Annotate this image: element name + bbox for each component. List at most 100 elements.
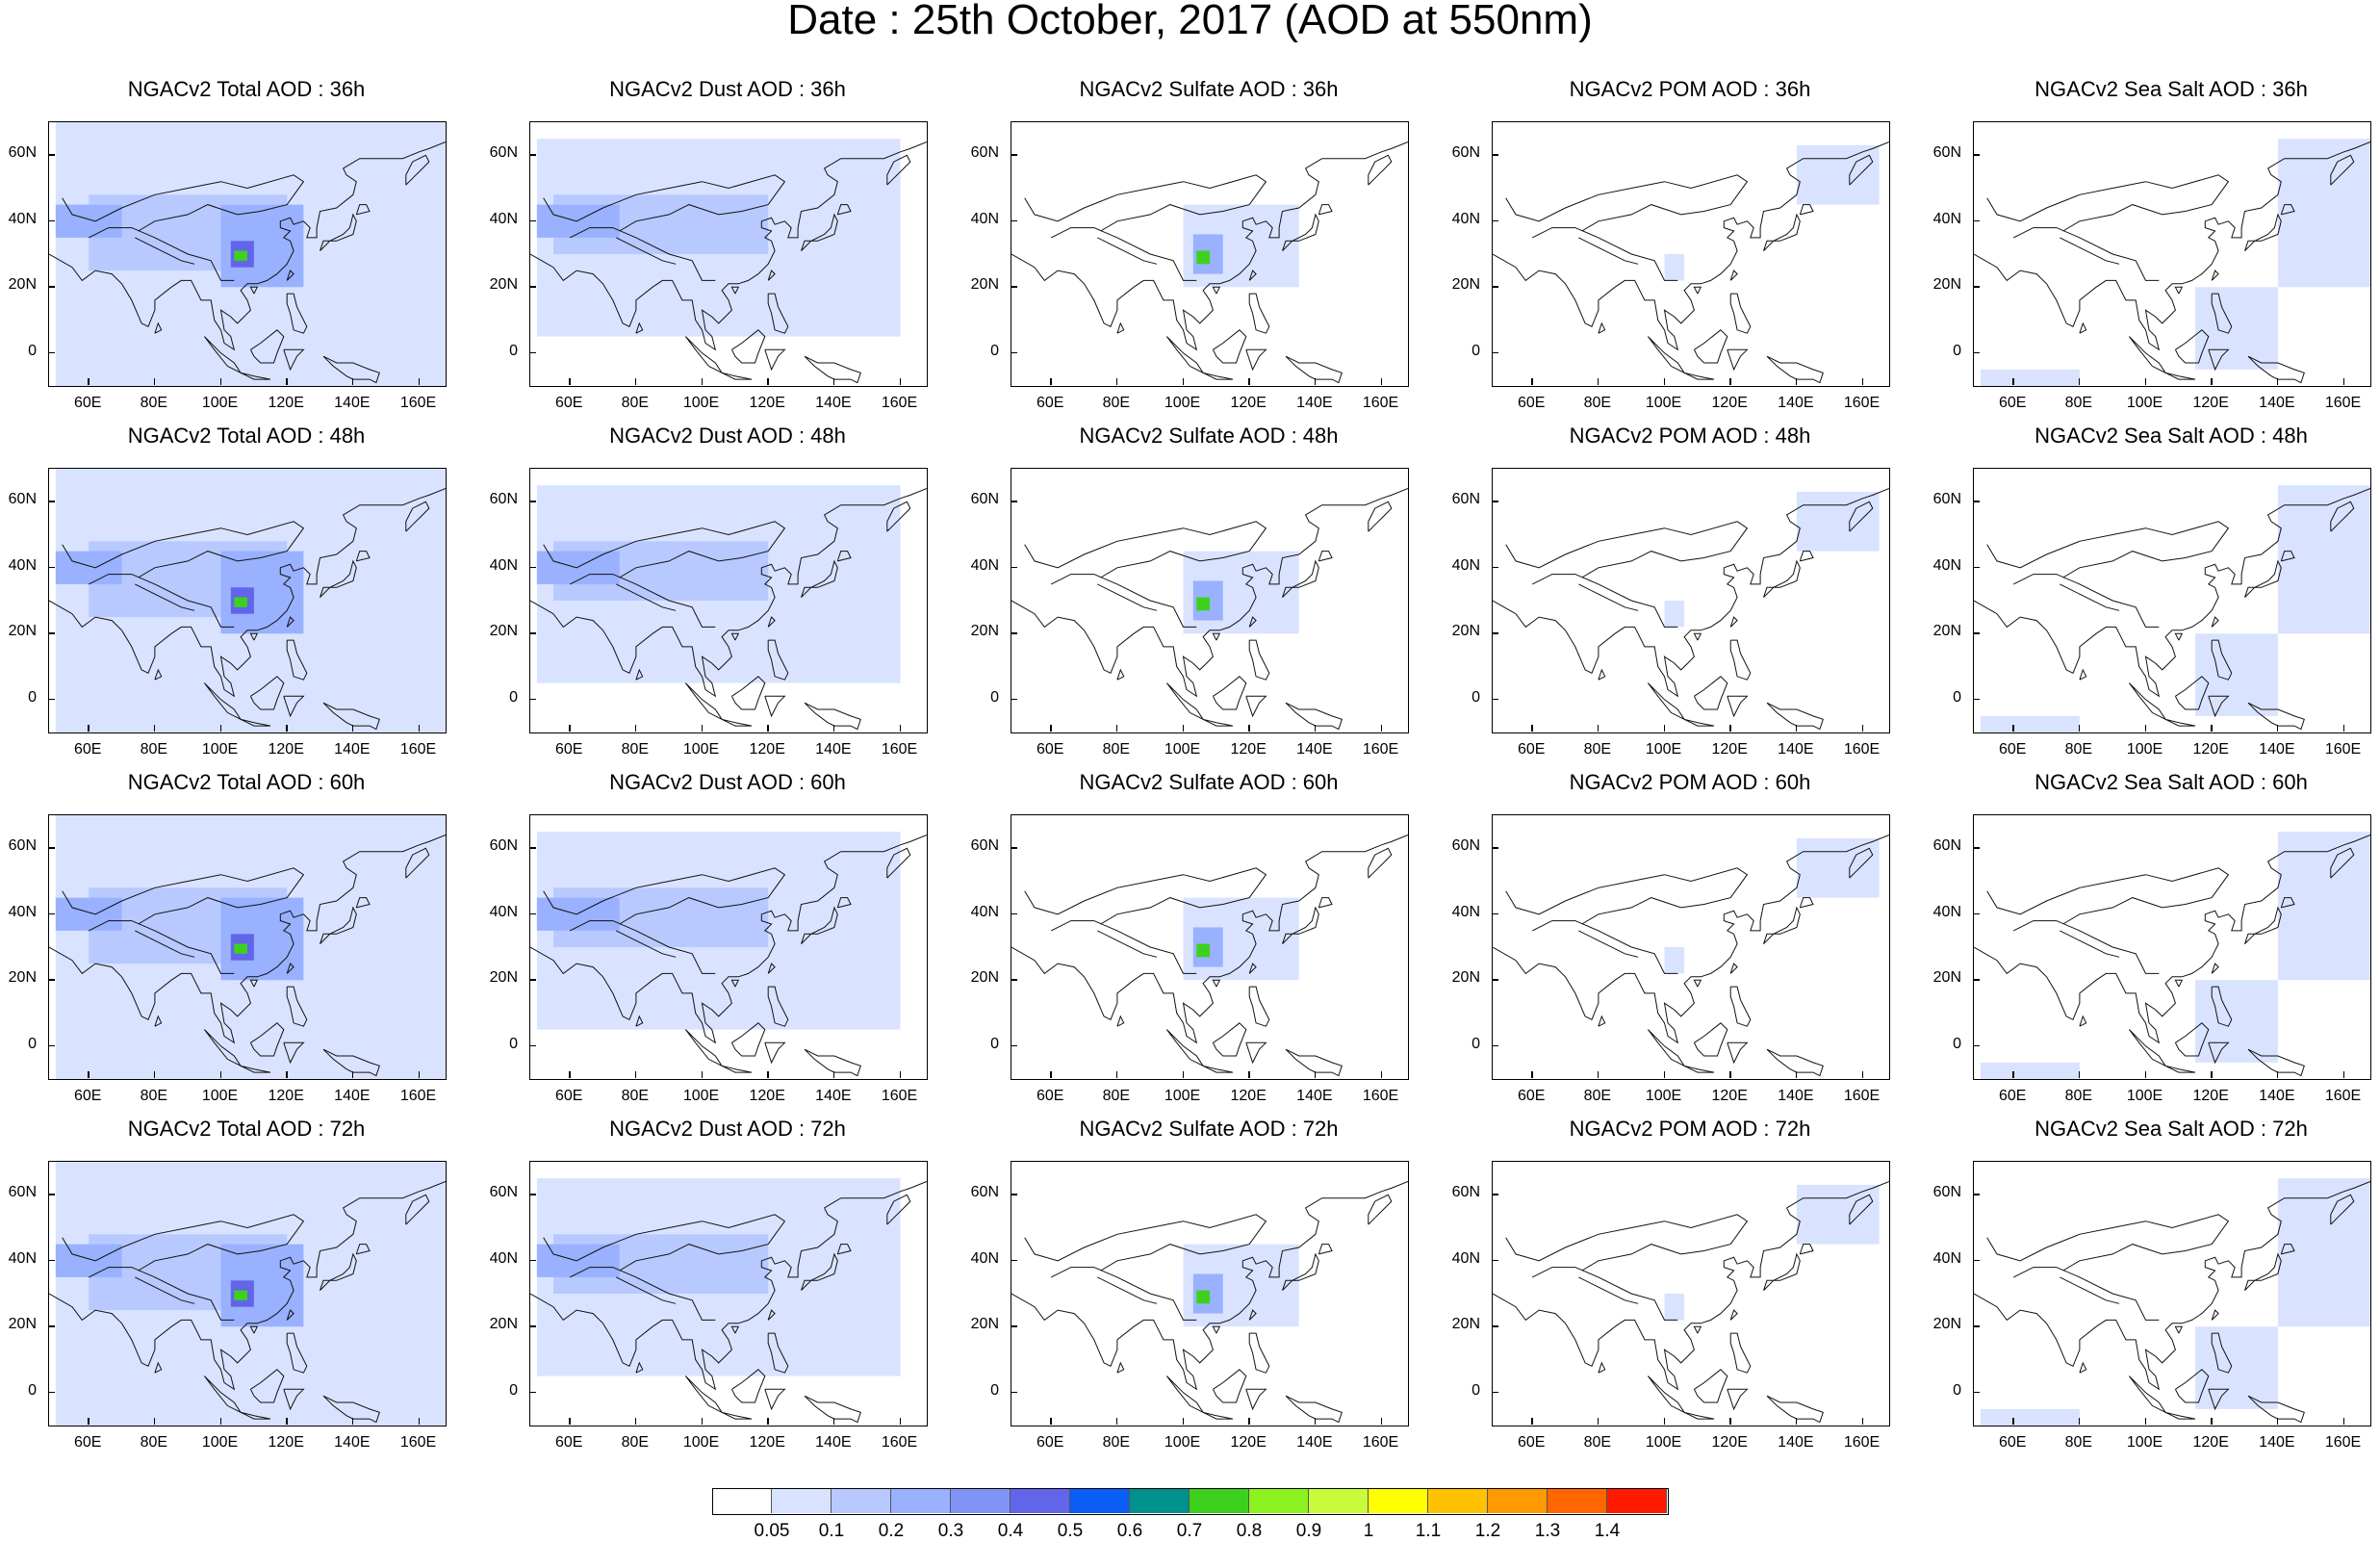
x-tick-mark [286, 1418, 288, 1425]
y-tick-label: 0 [28, 342, 37, 359]
y-tick-label: 20N [8, 969, 37, 987]
x-tick-mark [1050, 725, 1052, 732]
coastline [886, 154, 911, 186]
coastline [1799, 551, 1814, 562]
x-tick-mark [1050, 1418, 1052, 1425]
y-tick-mark [529, 154, 536, 156]
aod-field-cell [234, 597, 247, 607]
panel-title: NGACv2 POM AOD : 72h [1569, 1117, 1811, 1141]
coastline [616, 930, 677, 958]
x-tick-label: 80E [621, 395, 650, 411]
map-svg [1974, 485, 2370, 732]
x-tick-mark [2012, 378, 2014, 385]
coastline [1011, 141, 1408, 351]
colorbar-swatch [951, 1488, 1011, 1513]
x-tick-label: 60E [554, 395, 583, 411]
x-tick-label: 140E [1296, 741, 1333, 758]
y-tick-mark [48, 1325, 55, 1327]
coastline [616, 1276, 677, 1304]
x-tick-label: 160E [881, 1088, 918, 1104]
y-tick-mark [1973, 979, 1980, 981]
panel-title: NGACv2 Sea Salt AOD : 72h [2035, 1117, 2308, 1141]
coastline [1727, 1041, 1749, 1065]
coastline [1763, 559, 1801, 598]
coastline [1097, 583, 1158, 611]
y-tick-mark [48, 632, 55, 634]
coastline [730, 676, 766, 710]
x-tick-mark [153, 378, 156, 385]
coastline [1368, 501, 1393, 532]
coastline [283, 695, 305, 718]
x-tick-mark [1597, 725, 1599, 732]
x-tick-mark [219, 1071, 222, 1078]
coastline [804, 1395, 861, 1424]
y-tick-label: 40N [489, 1249, 518, 1267]
panel-title: NGACv2 Sulfate AOD : 48h [1079, 424, 1339, 448]
aod-field-cell [536, 897, 620, 931]
x-tick-mark [2078, 378, 2081, 385]
colorbar-swatch [832, 1488, 891, 1513]
y-tick-label: 0 [1953, 1381, 1961, 1399]
map-plot-area [48, 121, 447, 387]
coastline [764, 1041, 786, 1065]
coastline [1598, 1015, 1606, 1027]
y-tick-mark [1011, 912, 1017, 915]
coastline [2129, 682, 2167, 721]
y-tick-label: 0 [28, 1381, 37, 1399]
coastline [1248, 1332, 1270, 1374]
x-tick-label: 80E [140, 741, 168, 758]
coastline [801, 906, 838, 944]
y-tick-mark [1492, 1325, 1498, 1327]
map-plot-area [1973, 814, 2371, 1080]
coastline [322, 1395, 380, 1424]
coastline [721, 1411, 753, 1420]
colorbar-label: 1.4 [1594, 1521, 1621, 1541]
coastline [767, 270, 776, 281]
map-plot-area [48, 814, 447, 1080]
coastline [1766, 1048, 1824, 1077]
colorbar-label: 0.4 [997, 1521, 1024, 1541]
map-svg [1974, 1178, 2370, 1426]
coastline [2129, 1375, 2167, 1414]
y-tick-label: 40N [1932, 210, 1961, 227]
x-tick-mark [1314, 378, 1317, 385]
x-tick-mark [2342, 378, 2345, 385]
coastline [1648, 1029, 1686, 1067]
x-tick-label: 120E [749, 1088, 785, 1104]
y-tick-label: 0 [1472, 1035, 1480, 1052]
coastline [1693, 979, 1702, 988]
x-tick-mark [2276, 1071, 2279, 1078]
coastline [1248, 270, 1257, 281]
coastline [1166, 682, 1205, 721]
coastline [635, 1361, 644, 1374]
x-tick-mark [569, 1418, 571, 1425]
y-tick-mark [1492, 566, 1498, 569]
coastline [2174, 676, 2210, 710]
x-tick-mark [2211, 1418, 2213, 1425]
x-tick-label: 140E [334, 1088, 371, 1104]
map-plot-area [48, 1161, 447, 1426]
map-panel-dust-row2: NGACv2 Dust AOD : 48h 0 20N 40N 60N 60E 80E 100… [490, 424, 928, 758]
coastline [2079, 668, 2087, 681]
coastline [1727, 348, 1749, 372]
coastline [1693, 329, 1728, 364]
coastline [249, 1022, 285, 1057]
colorbar-swatch [1130, 1488, 1190, 1513]
x-tick-label: 160E [1843, 395, 1881, 411]
y-tick-mark [1492, 698, 1498, 701]
coastline [135, 930, 195, 958]
map-plot-area [529, 814, 928, 1080]
y-tick-mark [1492, 351, 1498, 354]
y-tick-mark [1492, 632, 1498, 634]
coastline [1648, 1375, 1686, 1414]
coastline [1282, 1252, 1319, 1291]
y-tick-mark [529, 698, 536, 701]
x-tick-label: 140E [2259, 1434, 2295, 1451]
coastline [730, 979, 740, 988]
coastline [1202, 372, 1234, 380]
x-tick-label: 80E [1102, 1434, 1131, 1451]
x-tick-mark [1380, 725, 1383, 732]
x-tick-label: 80E [2064, 1434, 2093, 1451]
map-panel-total-row1: NGACv2 Total AOD : 36h 0 20N 40N 60N 60E 80E 10… [9, 77, 447, 411]
coastline [1648, 336, 1686, 374]
